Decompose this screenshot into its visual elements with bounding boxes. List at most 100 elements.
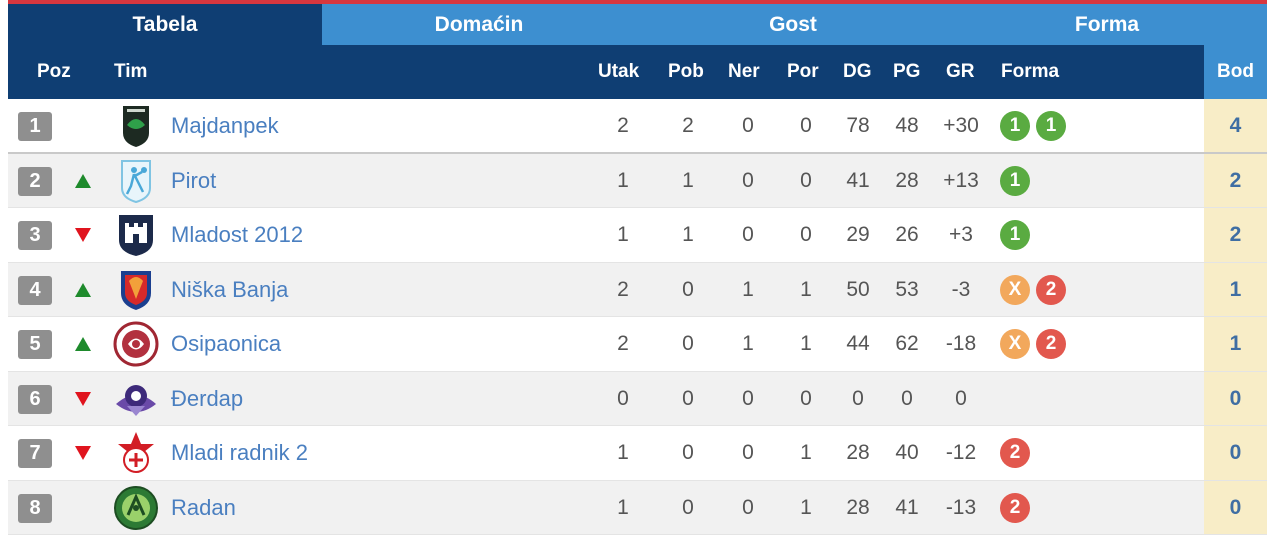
stat-ner: 1 — [742, 332, 754, 355]
team-name-link[interactable]: Osipaonica — [171, 331, 282, 356]
osipaonica-round-crest-icon[interactable] — [113, 321, 159, 367]
team-name-link[interactable]: Mladost 2012 — [171, 222, 304, 247]
tab-forma[interactable]: Forma — [1074, 12, 1140, 36]
points-cell: 0 — [1204, 371, 1267, 425]
stat-ner: 0 — [742, 168, 754, 192]
header-pg[interactable]: PG — [893, 61, 921, 82]
table-header: Poz Tim Utak Pob Ner Por DG PG GR Forma … — [8, 45, 1267, 99]
stat-utak: 1 — [617, 495, 629, 519]
stat-por: 1 — [800, 277, 812, 301]
form-badge[interactable]: 1 — [1000, 220, 1030, 250]
form-badge[interactable]: 2 — [1000, 492, 1030, 523]
trend-up-icon — [75, 337, 91, 351]
form-badge[interactable]: 2 — [1036, 274, 1066, 305]
mladost-2012-crest-icon[interactable] — [113, 212, 159, 258]
position-badge: 5 — [18, 330, 52, 359]
team-name-link[interactable]: Majdanpek — [171, 113, 279, 138]
header-forma: Forma — [1001, 61, 1060, 82]
tab-gost[interactable]: Gost — [769, 12, 817, 36]
stat-gr: -18 — [945, 332, 977, 355]
position-badge: 4 — [18, 275, 52, 305]
form-badge[interactable]: X — [1000, 274, 1030, 305]
header-ner[interactable]: Ner — [728, 61, 760, 82]
header-bod[interactable]: Bod — [1204, 45, 1267, 99]
stat-utak: 1 — [617, 441, 629, 464]
header-pob[interactable]: Pob — [668, 61, 704, 82]
header-dg[interactable]: DG — [843, 61, 872, 82]
stat-utak: 1 — [617, 223, 629, 246]
team-name-link[interactable]: Radan — [171, 494, 236, 520]
trend-down-icon — [75, 391, 91, 406]
pirot-handball-crest-icon[interactable] — [113, 158, 159, 204]
form-badge[interactable]: 2 — [1000, 438, 1030, 468]
form-badge[interactable]: 1 — [1000, 111, 1030, 141]
top-accent-stripe — [8, 0, 1267, 4]
stat-utak: 2 — [617, 332, 629, 355]
stat-dg: 41 — [846, 168, 870, 192]
form-indicators: 1 — [1000, 165, 1030, 196]
form-badge[interactable]: 1 — [1036, 111, 1066, 141]
stat-gr: -3 — [951, 277, 971, 301]
form-indicators: 2 — [1000, 438, 1030, 468]
team-name-link[interactable]: Đerdap — [171, 385, 244, 411]
trend-up-icon — [75, 173, 91, 188]
stat-pob: 0 — [682, 332, 694, 355]
team-name-link[interactable]: Mladi radnik 2 — [171, 440, 308, 465]
mladi-radnik-star-crest-icon[interactable] — [113, 430, 159, 476]
points-cell: 2 — [1204, 208, 1267, 262]
stat-pob: 0 — [682, 386, 694, 410]
stat-pg: 62 — [895, 332, 919, 355]
form-badge[interactable]: 2 — [1036, 329, 1066, 359]
trend-down-icon — [75, 446, 91, 460]
stat-ner: 0 — [742, 223, 754, 246]
radan-green-round-crest-icon[interactable] — [113, 485, 159, 531]
form-indicators: 1 — [1000, 220, 1030, 250]
stat-pob: 1 — [682, 168, 694, 192]
stat-pg: 0 — [901, 386, 913, 410]
stat-por: 1 — [800, 441, 812, 464]
standings-tabs: Tabela Domaćin Gost Forma — [8, 4, 1267, 45]
stat-pg: 41 — [895, 495, 919, 519]
form-badge[interactable]: 1 — [1000, 165, 1030, 196]
table-row: 2 Pirot 1 1 0 0 41 28 +13 1 2 — [8, 153, 1267, 208]
header-poz[interactable]: Poz — [37, 61, 71, 82]
stat-ner: 1 — [742, 277, 754, 301]
standings-table-body: 1 Majdanpek 2 2 0 0 78 48 +30 1 1 4 2 Pirot 1 1 0 0 41 28 +1… — [8, 99, 1267, 535]
header-por[interactable]: Por — [787, 61, 819, 82]
points-cell: 0 — [1204, 480, 1267, 534]
stat-pg: 26 — [895, 223, 919, 246]
majdanpek-crest-icon[interactable] — [113, 103, 159, 149]
header-gr[interactable]: GR — [946, 61, 975, 82]
stat-por: 0 — [800, 223, 812, 246]
team-name-link[interactable]: Niška Banja — [171, 276, 289, 302]
team-name-link[interactable]: Pirot — [171, 167, 217, 193]
stat-dg: 28 — [846, 441, 870, 464]
djerdap-crest-icon[interactable] — [113, 376, 159, 422]
tab-tabela[interactable]: Tabela — [8, 4, 322, 45]
stat-dg: 50 — [846, 277, 870, 301]
stat-por: 1 — [800, 332, 812, 355]
stat-dg: 78 — [846, 114, 870, 137]
stat-pob: 0 — [682, 277, 694, 301]
tab-domacin[interactable]: Domaćin — [434, 12, 524, 36]
header-tim[interactable]: Tim — [114, 61, 148, 82]
form-badge[interactable]: X — [1000, 329, 1030, 359]
stat-pob: 1 — [682, 223, 694, 246]
stat-pg: 40 — [895, 441, 919, 464]
stat-por: 1 — [800, 495, 812, 519]
niska-banja-shield-icon[interactable] — [113, 267, 159, 313]
position-badge: 6 — [18, 384, 52, 414]
stat-utak: 0 — [617, 386, 629, 410]
stat-ner: 0 — [742, 441, 754, 464]
table-row: 8 Radan 1 0 0 1 28 41 -13 2 0 — [8, 480, 1267, 535]
stat-dg: 44 — [846, 332, 870, 355]
header-utak[interactable]: Utak — [598, 61, 640, 82]
points-cell: 0 — [1204, 426, 1267, 480]
stat-por: 0 — [800, 168, 812, 192]
trend-down-icon — [75, 228, 91, 242]
points-cell: 1 — [1204, 317, 1267, 371]
stat-gr: +30 — [943, 114, 979, 137]
stat-gr: 0 — [955, 386, 967, 410]
